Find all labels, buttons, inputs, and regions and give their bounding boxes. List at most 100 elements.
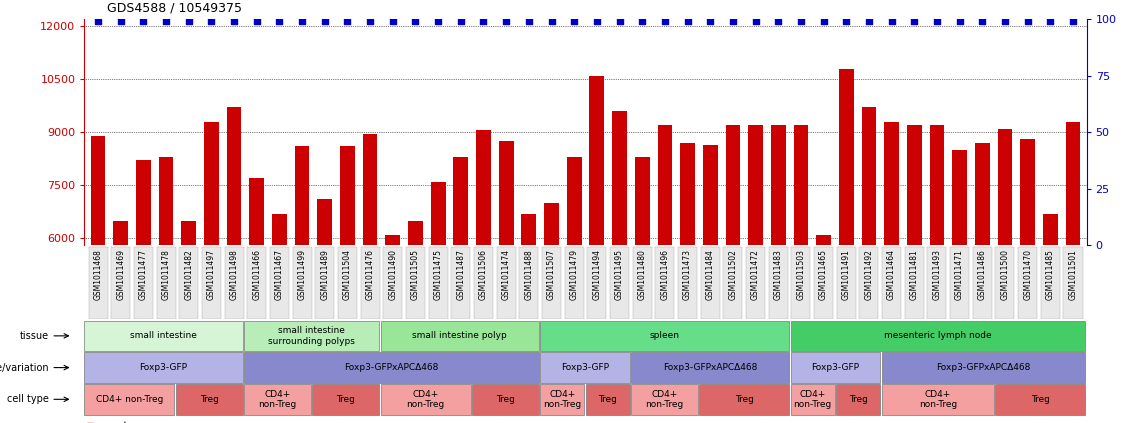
Bar [1020, 139, 1035, 423]
Point [883, 18, 901, 25]
Point [838, 18, 856, 25]
Point [997, 18, 1015, 25]
Bar [318, 199, 332, 423]
Bar [295, 146, 310, 423]
Text: mesenteric lymph node: mesenteric lymph node [884, 331, 992, 341]
Bar [89, 247, 108, 319]
Text: GSM1011484: GSM1011484 [706, 249, 715, 300]
Bar [226, 107, 241, 423]
Bar [114, 220, 128, 423]
Text: Treg: Treg [598, 395, 617, 404]
FancyBboxPatch shape [882, 384, 994, 415]
Text: GSM1011491: GSM1011491 [842, 249, 851, 300]
Text: GSM1011479: GSM1011479 [570, 249, 579, 300]
Bar [1063, 247, 1082, 319]
Bar [249, 178, 265, 423]
Bar [474, 247, 493, 319]
Bar [544, 203, 558, 423]
Bar [725, 125, 740, 423]
Point [973, 18, 991, 25]
Bar [431, 182, 446, 423]
Bar [340, 146, 355, 423]
Text: GSM1011504: GSM1011504 [343, 249, 352, 300]
Bar [429, 247, 448, 319]
Point [339, 18, 357, 25]
FancyBboxPatch shape [176, 384, 243, 415]
Text: GSM1011499: GSM1011499 [297, 249, 306, 300]
Bar [134, 247, 153, 319]
Text: GSM1011465: GSM1011465 [819, 249, 828, 300]
Text: GSM1011506: GSM1011506 [479, 249, 488, 300]
Bar [747, 247, 765, 319]
FancyBboxPatch shape [586, 384, 629, 415]
Text: GSM1011480: GSM1011480 [637, 249, 646, 300]
Point [157, 18, 175, 25]
Bar [111, 247, 131, 319]
Point [180, 18, 198, 25]
Text: GSM1011493: GSM1011493 [932, 249, 941, 300]
Text: GSM1011489: GSM1011489 [320, 249, 329, 300]
Point [860, 18, 878, 25]
Bar [861, 107, 876, 423]
Point [315, 18, 333, 25]
Point [1064, 18, 1082, 25]
Bar [476, 130, 491, 423]
Text: CD4+
non-Treg: CD4+ non-Treg [258, 390, 296, 409]
Bar [542, 247, 561, 319]
Text: GSM1011498: GSM1011498 [230, 249, 239, 300]
Bar [363, 134, 377, 423]
FancyBboxPatch shape [699, 384, 789, 415]
Point [248, 18, 266, 25]
Bar [950, 247, 969, 319]
Point [474, 18, 492, 25]
Text: Treg: Treg [735, 395, 753, 404]
Text: GSM1011487: GSM1011487 [456, 249, 465, 300]
Text: CD4+
non-Treg: CD4+ non-Treg [919, 390, 957, 409]
Point [588, 18, 606, 25]
Bar [633, 247, 652, 319]
Text: Treg: Treg [1031, 395, 1049, 404]
Text: GSM1011478: GSM1011478 [161, 249, 170, 300]
Bar [454, 157, 468, 423]
Bar [272, 214, 287, 423]
Bar [383, 247, 402, 319]
Bar [91, 136, 106, 423]
Text: small intestine: small intestine [131, 331, 197, 341]
FancyBboxPatch shape [790, 384, 835, 415]
Point [747, 18, 765, 25]
Bar [998, 129, 1012, 423]
Bar [953, 150, 967, 423]
Bar [859, 247, 878, 319]
Bar [655, 247, 674, 319]
Point [452, 18, 470, 25]
Text: Treg: Treg [495, 395, 515, 404]
Text: Foxp3-GFPxAPCΔ468: Foxp3-GFPxAPCΔ468 [345, 363, 438, 372]
Bar [1043, 214, 1057, 423]
Point [498, 18, 516, 25]
Bar [519, 247, 538, 319]
Text: GSM1011467: GSM1011467 [275, 249, 284, 300]
Bar [338, 247, 357, 319]
Bar [499, 141, 513, 423]
Bar [204, 121, 218, 423]
Text: GSM1011505: GSM1011505 [411, 249, 420, 300]
FancyBboxPatch shape [244, 384, 311, 415]
FancyBboxPatch shape [244, 352, 539, 383]
Bar [360, 247, 379, 319]
Bar [588, 247, 607, 319]
Bar [680, 143, 695, 423]
Bar [1018, 247, 1037, 319]
Bar [930, 125, 945, 423]
Text: GSM1011500: GSM1011500 [1001, 249, 1010, 300]
Point [89, 18, 107, 25]
Text: CD4+
non-Treg: CD4+ non-Treg [406, 390, 445, 409]
Point [134, 18, 152, 25]
Point [701, 18, 720, 25]
Bar [995, 247, 1015, 319]
Point [792, 18, 810, 25]
Point [203, 18, 221, 25]
Point [225, 18, 243, 25]
Text: GSM1011486: GSM1011486 [977, 249, 986, 300]
Bar [975, 143, 990, 423]
Text: Foxp3-GFP: Foxp3-GFP [140, 363, 188, 372]
